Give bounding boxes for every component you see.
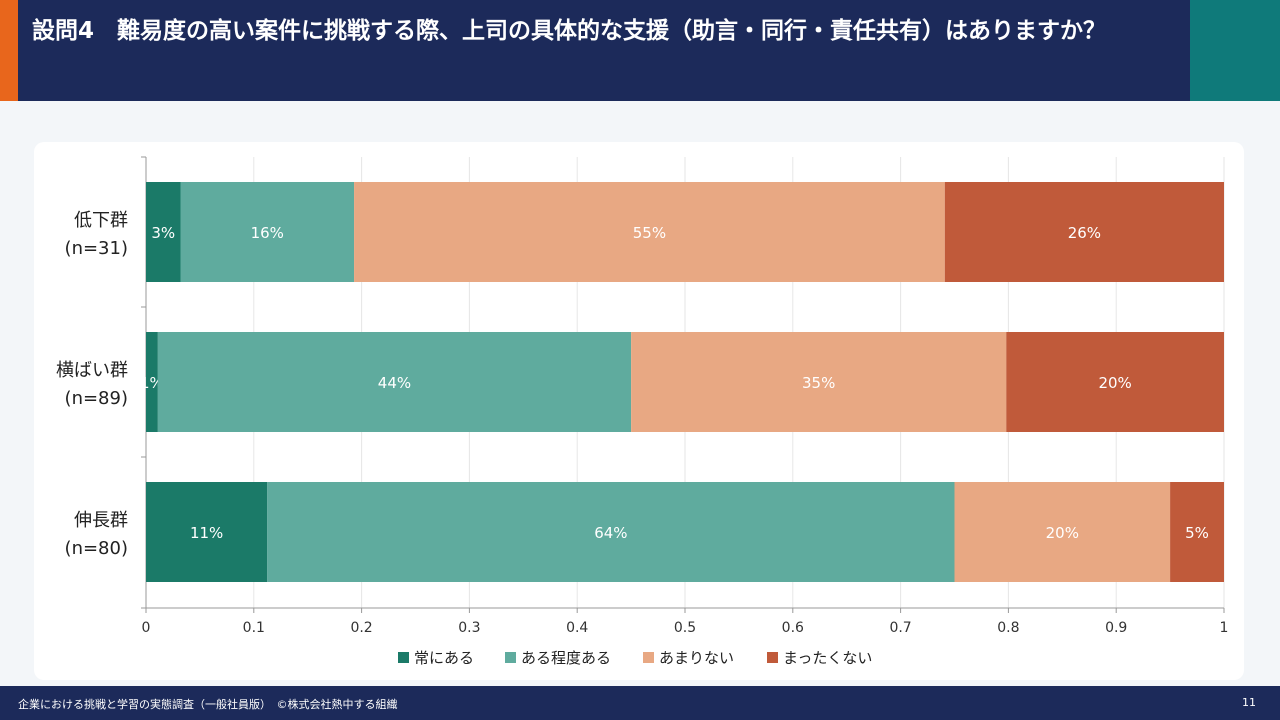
accent-bar-teal (1190, 0, 1280, 101)
bar-segment (631, 332, 1007, 432)
category-n-label: (n=80) (65, 538, 128, 559)
legend-swatch (398, 652, 409, 663)
legend-label: 常にある (414, 649, 474, 667)
data-label: 55% (633, 224, 666, 242)
category-label: 横ばい群 (56, 360, 128, 381)
x-tick-label: 0.4 (566, 620, 588, 636)
x-tick-label: 0.5 (674, 620, 696, 636)
x-tick-label: 0.3 (458, 620, 480, 636)
legend-label: あまりない (659, 649, 734, 667)
data-label: 3% (151, 224, 175, 242)
data-label: 16% (251, 224, 284, 242)
data-label: 26% (1068, 224, 1101, 242)
legend-label: ある程度ある (521, 649, 611, 667)
legend-swatch (767, 652, 778, 663)
category-n-label: (n=89) (65, 388, 128, 409)
x-tick-label: 0.7 (889, 620, 911, 636)
x-tick-label: 0.8 (997, 620, 1019, 636)
data-label: 44% (378, 374, 411, 392)
bar-segment (944, 182, 1224, 282)
bar-segment (1170, 482, 1224, 582)
x-tick-label: 0.2 (350, 620, 372, 636)
bar-segment (157, 332, 632, 432)
accent-bar-orange (0, 0, 18, 101)
data-label: 11% (190, 524, 223, 542)
x-tick-label: 1 (1220, 620, 1229, 636)
bar-segment (146, 332, 158, 432)
data-label: 20% (1098, 374, 1131, 392)
page-title: 設問4 難易度の高い案件に挑戦する際、上司の具体的な支援（助言・同行・責任共有）… (32, 18, 1107, 44)
category-label: 伸長群 (74, 510, 128, 531)
data-label: 5% (1185, 524, 1209, 542)
legend-swatch (643, 652, 654, 663)
data-label: 64% (594, 524, 627, 542)
bar-segment (354, 182, 945, 282)
category-n-label: (n=31) (65, 238, 128, 259)
page-number: 11 (1242, 696, 1256, 709)
bar-segment (1006, 332, 1224, 432)
x-tick-label: 0.1 (243, 620, 265, 636)
x-tick-label: 0.6 (782, 620, 804, 636)
x-tick-label: 0.9 (1105, 620, 1127, 636)
bar-segment (954, 482, 1171, 582)
footer-source: 企業における挑戦と学習の実態調査（一般社員版） ©株式会社熱中する組織 (18, 698, 398, 711)
bar-segment (146, 182, 181, 282)
category-label: 低下群 (74, 210, 128, 231)
footer: 企業における挑戦と学習の実態調査（一般社員版） ©株式会社熱中する組織 11 (0, 686, 1280, 720)
legend-label: まったくない (783, 649, 872, 667)
data-label: 20% (1046, 524, 1079, 542)
bar-segment (267, 482, 955, 582)
bar-segment (146, 482, 268, 582)
header: 設問4 難易度の高い案件に挑戦する際、上司の具体的な支援（助言・同行・責任共有）… (0, 0, 1280, 101)
x-tick-label: 0 (142, 620, 151, 636)
data-label: 35% (802, 374, 835, 392)
bar-segment (180, 182, 355, 282)
legend-swatch (505, 652, 516, 663)
